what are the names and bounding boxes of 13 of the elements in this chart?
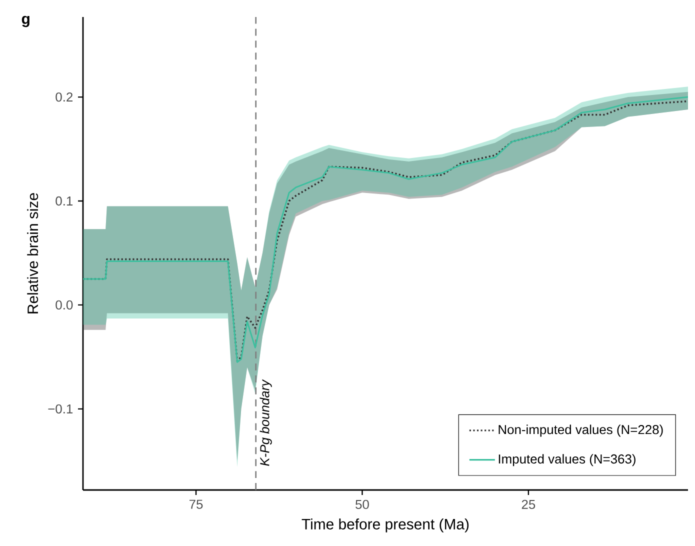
x-tick-label: 75 <box>189 500 203 509</box>
y-tick-label: 0.2 <box>56 92 73 102</box>
x-tick-label: 25 <box>522 500 536 509</box>
x-axis-title: Time before present (Ma) <box>302 518 469 532</box>
ref-line-label: K-Pg boundary <box>260 379 272 466</box>
legend-label: Imputed values (N=363) <box>498 454 636 466</box>
y-tick-label: 0.0 <box>56 300 73 310</box>
legend-label: Non-imputed values (N=228) <box>498 424 663 437</box>
y-tick-label: 0.1 <box>56 196 73 206</box>
y-axis-title: Relative brain size <box>27 193 38 314</box>
x-tick-label: 50 <box>356 500 369 509</box>
y-tick-label: −0.1 <box>48 404 73 414</box>
chart-title: g <box>22 16 30 28</box>
